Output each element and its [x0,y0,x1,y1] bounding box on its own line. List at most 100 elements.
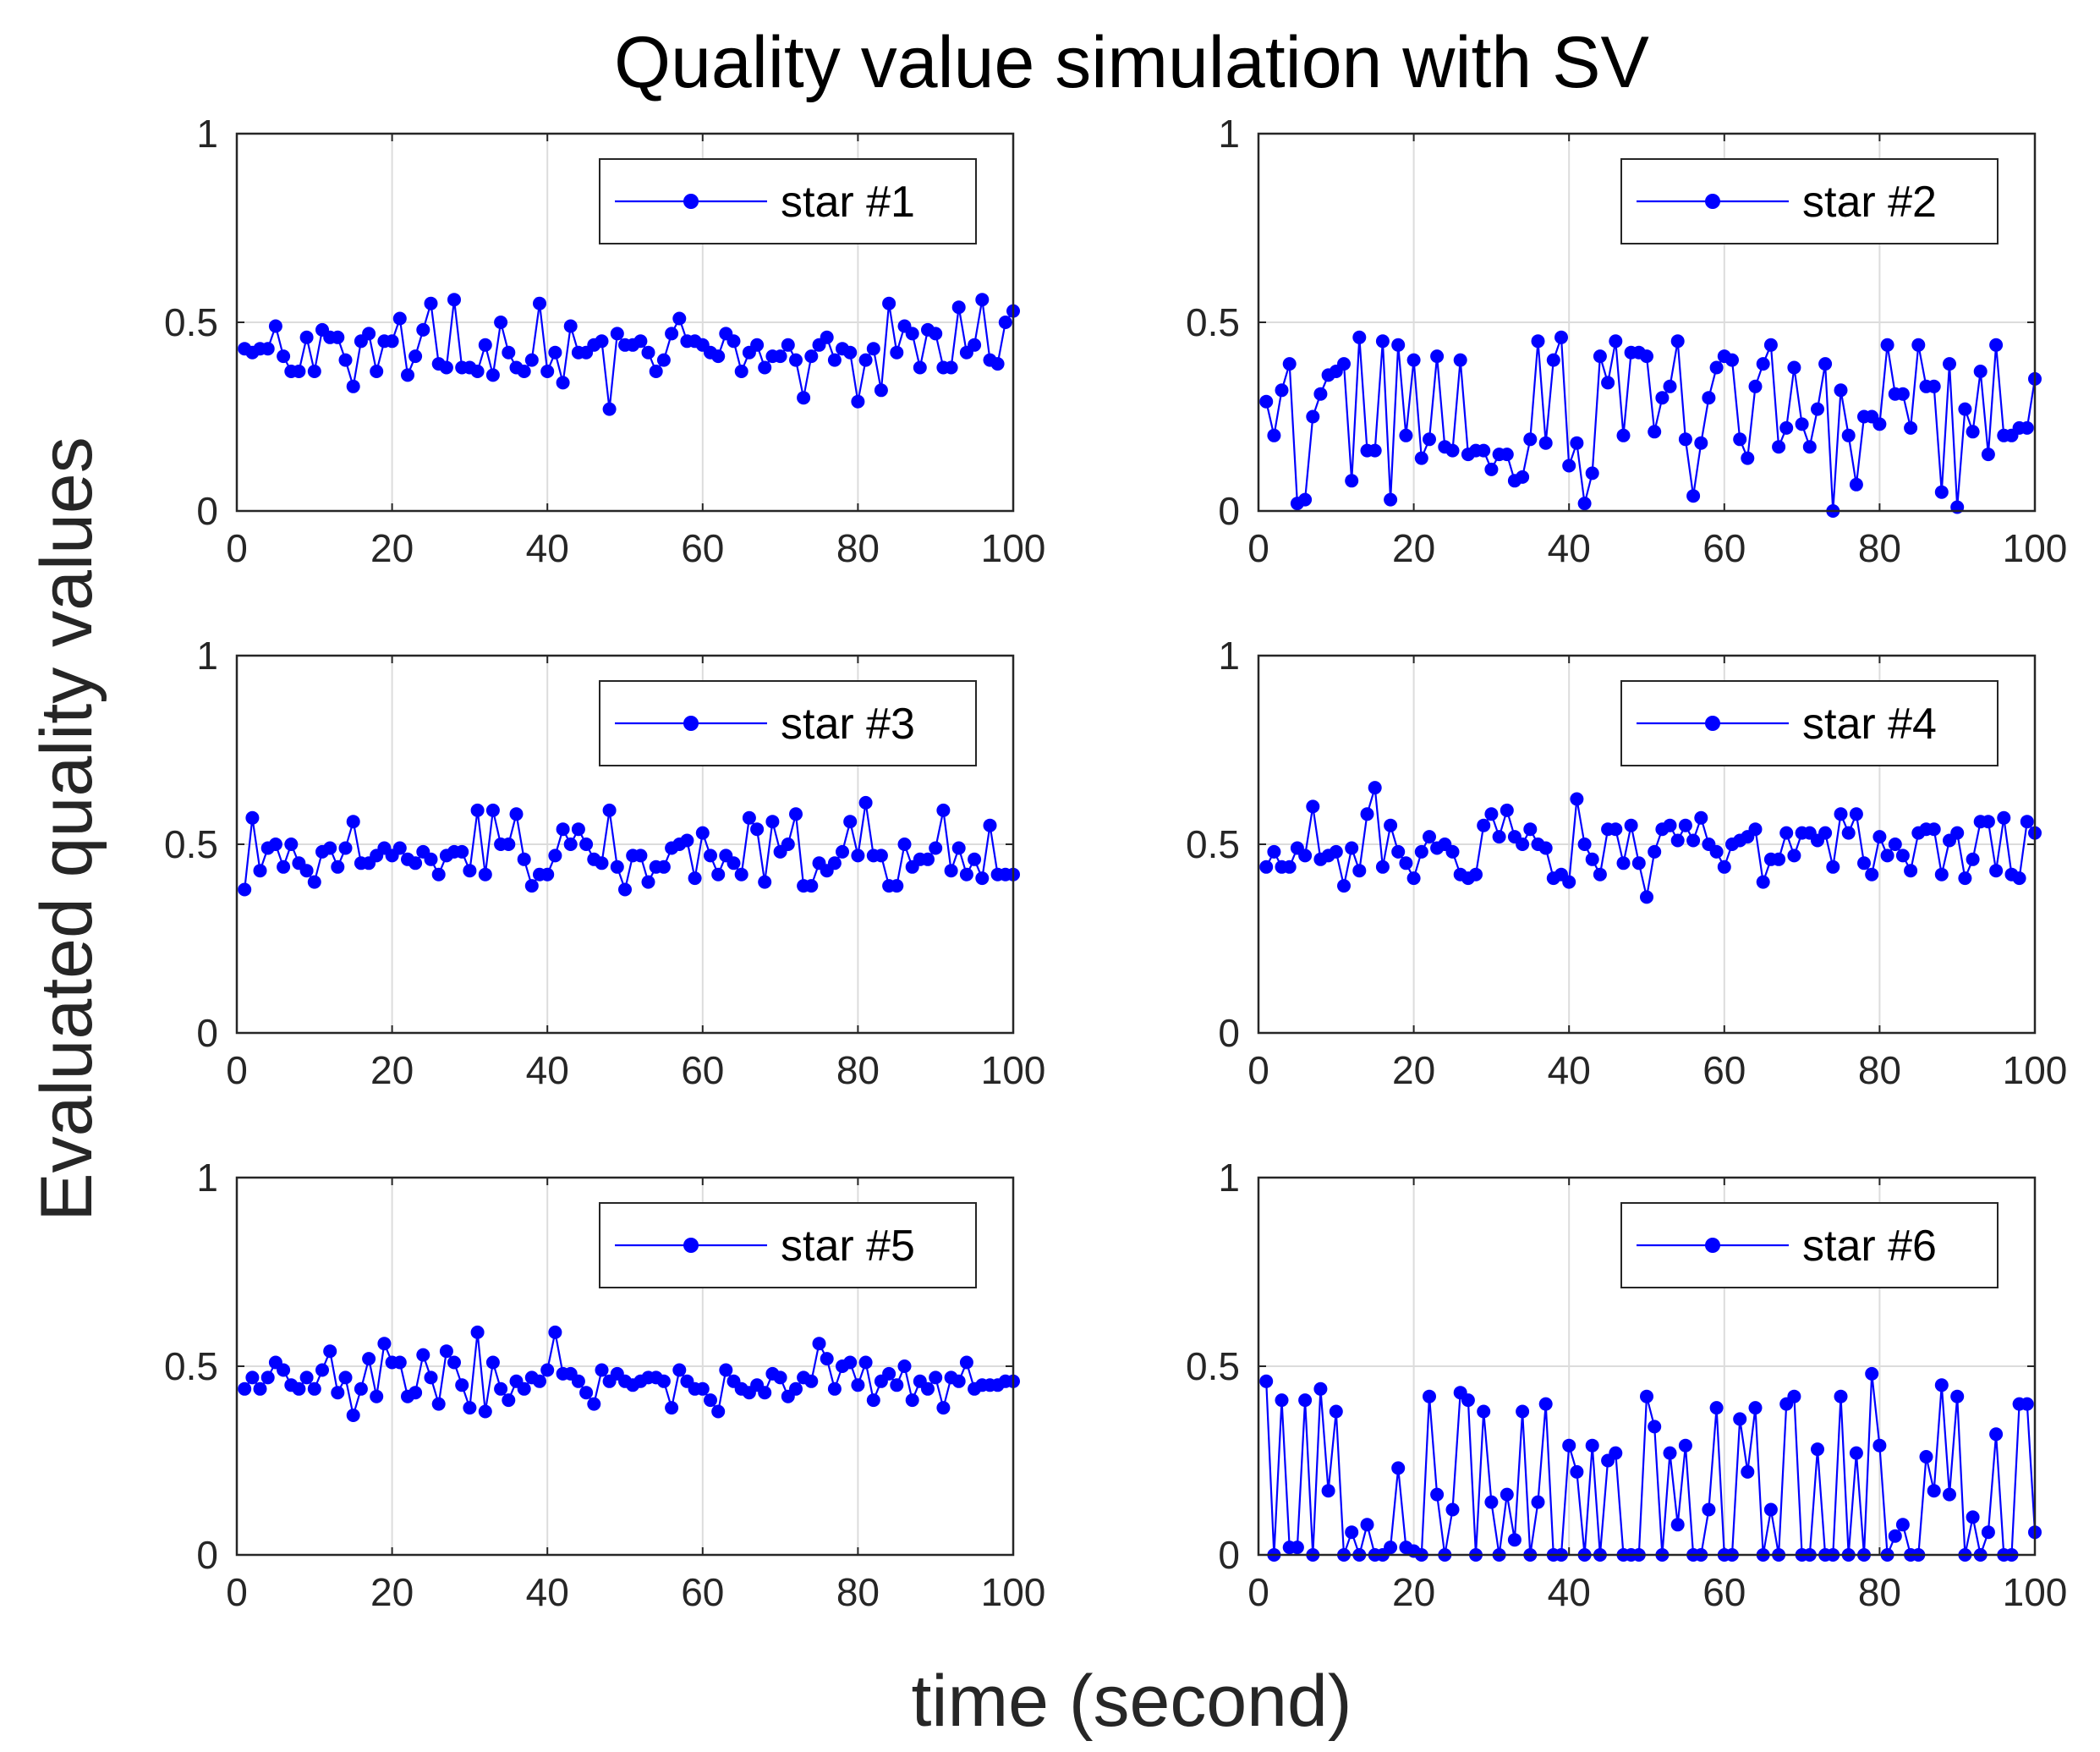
data-point [2020,420,2034,435]
data-point [998,316,1012,329]
data-point [968,852,982,866]
data-point [268,838,282,851]
legend-label: star #5 [781,1222,915,1271]
data-point [1492,830,1506,844]
y-tick-label: 0.5 [164,1344,218,1388]
legend-marker-swatch [683,194,699,209]
data-point [812,1337,826,1351]
data-point [346,1409,360,1422]
data-point [540,867,555,881]
data-point [704,849,717,863]
data-point [556,822,570,837]
data-point [921,1381,935,1396]
data-point [1663,1446,1677,1460]
data-point [1461,1393,1475,1408]
data-point [1950,1389,1965,1403]
data-point [416,322,430,337]
data-point [1640,890,1653,904]
data-point [1384,818,1398,832]
legend: star #5 [599,1202,977,1288]
data-point [509,807,524,821]
data-point [470,365,485,378]
data-point [1787,1389,1801,1403]
data-point [1345,1525,1359,1540]
data-point [524,879,539,893]
data-point [1717,860,1731,874]
data-point [843,815,858,829]
data-point [1686,833,1701,848]
data-point [649,365,663,378]
data-point [579,1386,594,1400]
data-point [1477,1404,1491,1419]
data-point [1748,1401,1763,1415]
data-point [1787,360,1801,375]
data-point [1538,1397,1553,1411]
data-point [533,296,546,310]
data-point [1516,470,1530,484]
data-point [695,1381,710,1396]
data-point [1966,852,1980,866]
data-point [804,879,819,893]
data-point [370,1389,384,1403]
data-point [602,803,617,817]
data-point [470,803,485,817]
x-tick-label: 20 [1392,1048,1435,1092]
data-point [1763,1502,1778,1517]
x-tick-label: 100 [2003,1570,2068,1614]
data-point [1748,379,1763,393]
x-tick-label: 60 [681,526,724,570]
data-point [563,319,578,333]
x-tick-label: 60 [1702,1048,1746,1092]
data-point [1399,856,1413,871]
data-point [1445,844,1460,859]
data-point [1484,462,1499,476]
legend-marker-swatch [683,1238,699,1253]
data-point [1616,428,1631,442]
data-point [362,327,376,341]
x-tick-label: 40 [526,526,569,570]
data-point [1872,830,1887,844]
data-point [1477,818,1491,832]
y-tick-label: 1 [1218,634,1240,678]
data-point [439,1344,453,1359]
data-point [1802,440,1817,454]
data-point [1375,860,1390,874]
data-point [424,1370,438,1385]
data-point [338,841,353,855]
data-point [392,1355,407,1370]
y-tick-label: 1 [1218,112,1240,156]
data-point [307,1381,321,1396]
data-point [1779,420,1794,435]
data-point [1725,353,1739,367]
data-point [1609,822,1623,837]
data-point [656,353,671,367]
data-point [556,376,570,390]
data-point [245,1370,260,1385]
data-point [773,1370,787,1385]
data-point [579,838,594,851]
data-point [1950,826,1965,840]
data-point [377,1337,392,1351]
data-point [1981,1525,1995,1540]
x-tick-label: 80 [836,526,880,570]
data-point [1562,1438,1576,1453]
data-point [1399,428,1413,442]
data-point [936,1401,951,1415]
data-point [1997,810,2011,825]
data-point [1306,799,1320,814]
data-point [890,879,904,893]
data-point [610,327,624,341]
x-tick-label: 20 [1392,526,1435,570]
figure-title: Quality value simulation with SV [614,22,1649,103]
data-point [1538,436,1553,450]
data-point [1445,1502,1460,1517]
data-point [299,330,314,344]
data-point [1934,485,1949,499]
data-point [346,379,360,393]
legend: star #1 [599,158,977,244]
data-point [1391,338,1406,352]
data-point [1275,1393,1289,1408]
data-point [983,818,997,832]
data-point [1966,425,1980,439]
x-tick-label: 80 [836,1048,880,1092]
